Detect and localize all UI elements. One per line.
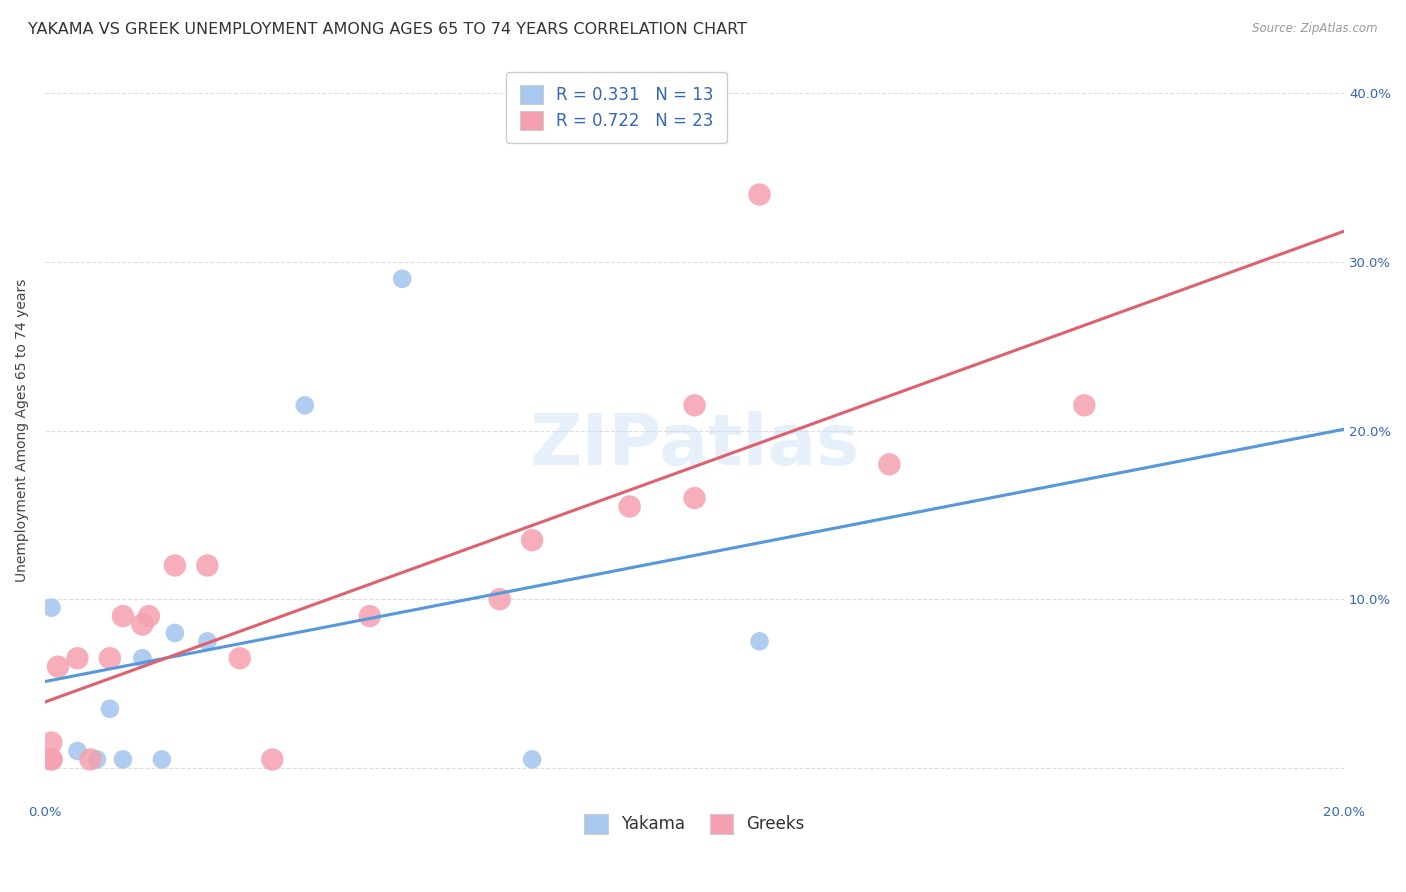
Point <box>111 609 134 624</box>
Point <box>163 558 186 573</box>
Point <box>619 500 641 514</box>
Point <box>294 398 316 412</box>
Legend: Yakama, Greeks: Yakama, Greeks <box>572 803 817 846</box>
Point <box>86 752 108 766</box>
Text: Source: ZipAtlas.com: Source: ZipAtlas.com <box>1253 22 1378 36</box>
Point <box>1073 398 1095 412</box>
Point <box>520 752 543 766</box>
Point <box>879 458 901 472</box>
Point <box>520 533 543 548</box>
Point <box>150 752 173 766</box>
Point <box>195 558 218 573</box>
Text: YAKAMA VS GREEK UNEMPLOYMENT AMONG AGES 65 TO 74 YEARS CORRELATION CHART: YAKAMA VS GREEK UNEMPLOYMENT AMONG AGES … <box>28 22 747 37</box>
Point <box>229 651 252 665</box>
Point <box>41 752 63 766</box>
Point <box>195 634 218 648</box>
Point <box>131 617 153 632</box>
Y-axis label: Unemployment Among Ages 65 to 74 years: Unemployment Among Ages 65 to 74 years <box>15 279 30 582</box>
Point <box>79 752 101 766</box>
Point <box>98 651 121 665</box>
Text: ZIPatlas: ZIPatlas <box>530 411 859 480</box>
Point <box>748 187 770 202</box>
Point <box>66 744 89 758</box>
Point <box>488 592 510 607</box>
Point <box>66 651 89 665</box>
Point <box>138 609 160 624</box>
Point <box>391 272 413 286</box>
Point <box>359 609 381 624</box>
Point <box>748 634 770 648</box>
Point <box>41 600 63 615</box>
Point <box>41 735 63 749</box>
Point <box>41 752 63 766</box>
Point <box>111 752 134 766</box>
Point <box>163 626 186 640</box>
Point <box>131 651 153 665</box>
Point <box>683 398 706 412</box>
Point <box>262 752 284 766</box>
Point <box>46 659 69 673</box>
Point <box>683 491 706 505</box>
Point <box>98 702 121 716</box>
